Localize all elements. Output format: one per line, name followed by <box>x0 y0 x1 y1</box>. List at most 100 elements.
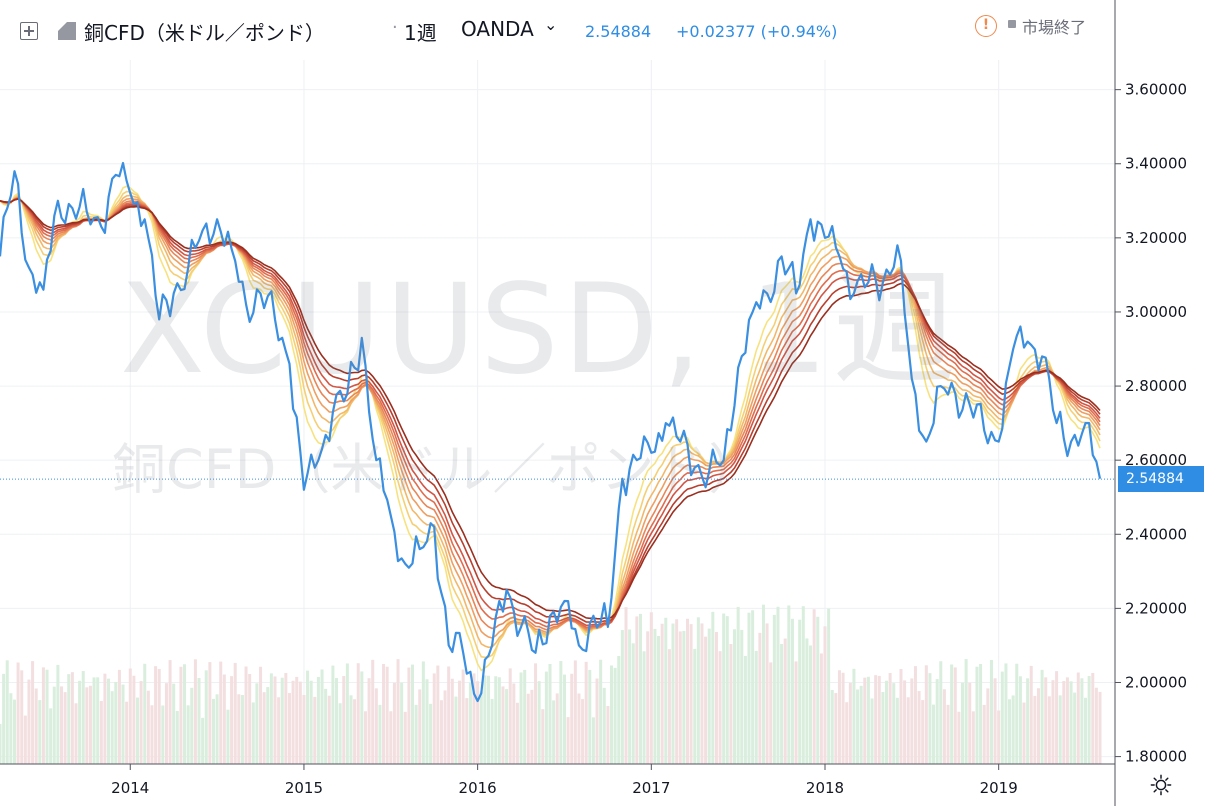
volume-bar <box>1062 681 1066 764</box>
volume-bar <box>327 695 331 764</box>
volume-bar <box>287 693 291 764</box>
ma-line <box>0 194 1101 649</box>
volume-bar <box>190 687 194 764</box>
market-status: 市場終了 <box>1022 18 1087 37</box>
volume-bar <box>903 680 907 764</box>
volume-bar <box>233 662 237 764</box>
volume-bar <box>935 679 939 764</box>
last-price: 2.54884 <box>585 22 652 41</box>
volume-bar <box>809 645 813 764</box>
volume-bar <box>711 611 715 764</box>
volume-bar <box>1004 663 1008 764</box>
volume-bar <box>78 680 82 764</box>
volume-bar <box>45 669 49 764</box>
volume-bar <box>1026 678 1030 764</box>
volume-bar <box>805 638 809 764</box>
x-tick-label: 2017 <box>632 779 670 797</box>
volume-bar <box>298 681 302 764</box>
volume-bar <box>154 666 158 764</box>
volume-bar <box>472 673 476 764</box>
volume-bar <box>284 672 288 764</box>
volume-bar <box>230 676 234 764</box>
volume-bar <box>161 705 165 764</box>
symbol-title[interactable]: 銅CFD（米ドル／ポンド） <box>84 21 325 45</box>
volume-bar <box>939 661 943 764</box>
volume-bar <box>895 697 899 764</box>
volume-bar <box>573 660 577 764</box>
flag-icon[interactable] <box>58 22 76 40</box>
volume-bar <box>559 661 563 764</box>
volume-bar <box>997 710 1001 764</box>
volume-bar <box>1040 669 1044 764</box>
volume-bar <box>642 651 646 764</box>
volume-bar <box>143 663 147 764</box>
volume-bar <box>1098 691 1102 764</box>
volume-bar <box>1058 695 1062 764</box>
volume-bar <box>309 680 313 764</box>
volume-bar <box>653 628 657 764</box>
volume-bar <box>450 678 454 764</box>
volume-bar <box>255 683 259 764</box>
volume-bar <box>418 689 422 764</box>
volume-bar <box>537 681 541 764</box>
volume-bar <box>306 670 310 764</box>
volume-bar <box>371 659 375 764</box>
volume-bar <box>38 700 42 764</box>
alert-icon[interactable]: ! <box>975 15 997 37</box>
broker-label[interactable]: OANDA <box>461 17 534 41</box>
volume-bar <box>172 683 176 764</box>
volume-bar <box>186 705 190 764</box>
volume-bar <box>856 689 860 764</box>
volume-bar <box>414 704 418 764</box>
volume-bar <box>1073 692 1077 764</box>
volume-bar <box>107 678 111 764</box>
volume-bar <box>1087 675 1091 764</box>
volume-bar <box>544 671 548 764</box>
volume-bar <box>458 680 462 764</box>
volume-bar <box>1076 672 1080 764</box>
volume-bar <box>877 675 881 764</box>
interval-label[interactable]: 1週 <box>404 21 437 45</box>
volume-bar <box>447 666 451 764</box>
volume-bar <box>541 709 545 764</box>
volume-bar <box>769 662 773 764</box>
volume-bar <box>848 682 852 764</box>
volume-bar <box>136 697 139 764</box>
collapse-icon[interactable] <box>20 22 38 40</box>
volume-bar <box>866 676 870 764</box>
volume-bar <box>31 661 35 764</box>
volume-bar <box>1029 665 1033 764</box>
volume-bar <box>570 673 574 764</box>
volume-bar <box>646 631 650 764</box>
volume-bar <box>197 677 201 764</box>
volume-bar <box>577 693 581 764</box>
volume-bar <box>501 686 505 764</box>
chevron-down-icon[interactable]: ⌄ <box>544 15 558 34</box>
volume-bar <box>222 674 226 764</box>
volume-bar <box>892 683 896 764</box>
volume-bar <box>772 614 776 764</box>
volume-bar <box>751 610 755 764</box>
volume-bar <box>266 687 270 764</box>
volume-bar <box>552 700 556 764</box>
y-tick-label: 2.20000 <box>1125 599 1187 617</box>
volume-bar <box>519 672 523 764</box>
volume-bar <box>946 704 950 764</box>
volume-bar <box>790 618 794 764</box>
volume-bar <box>313 696 317 764</box>
volume-bar <box>696 617 700 764</box>
gear-icon[interactable] <box>1150 774 1172 796</box>
volume-bar <box>179 666 183 764</box>
volume-bar <box>494 676 498 764</box>
volume-bar <box>150 705 154 764</box>
volume-bar <box>591 717 595 764</box>
volume-bar <box>411 664 414 764</box>
ma-line <box>0 198 1101 620</box>
volume-bar <box>783 638 787 764</box>
volume-bar <box>638 613 642 764</box>
volume-bar <box>425 679 429 764</box>
x-tick-label: 2016 <box>459 779 497 797</box>
volume-bar <box>67 674 71 764</box>
volume-bar <box>1094 687 1098 764</box>
